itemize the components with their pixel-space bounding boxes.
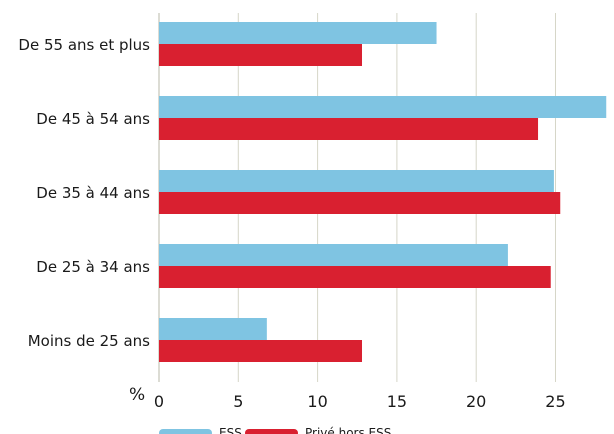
x-tick-label: 25	[545, 392, 565, 411]
bar	[159, 318, 267, 340]
x-tick-label: 0	[154, 392, 164, 411]
bar	[159, 266, 551, 288]
x-tick-labels: 0 5 10 15 20 25	[154, 392, 566, 411]
bar	[159, 340, 363, 362]
bars	[159, 22, 607, 362]
legend: ESS Privé hors ESS	[159, 426, 391, 434]
x-tick-label: 10	[307, 392, 327, 411]
legend-label: Privé hors ESS	[305, 426, 391, 434]
bar	[159, 96, 607, 118]
x-axis-unit-label: %	[129, 385, 145, 405]
legend-label: ESS	[219, 426, 242, 434]
category-label: De 55 ans et plus	[18, 36, 150, 54]
category-label: De 35 à 44 ans	[36, 184, 150, 202]
legend-swatch	[159, 429, 212, 434]
bar	[159, 192, 561, 214]
category-labels: De 55 ans et plus De 45 à 54 ans De 35 à 4…	[18, 36, 150, 350]
bar	[159, 118, 539, 140]
category-label: De 25 à 34 ans	[36, 258, 150, 276]
bar	[159, 170, 554, 192]
category-label: De 45 à 54 ans	[36, 110, 150, 128]
x-tick-label: 15	[387, 392, 407, 411]
legend-swatch	[245, 429, 298, 434]
category-label: Moins de 25 ans	[28, 332, 150, 350]
x-tick-label: 20	[466, 392, 486, 411]
bar	[159, 244, 508, 266]
x-tick-label: 5	[233, 392, 243, 411]
bar	[159, 22, 437, 44]
bar	[159, 44, 363, 66]
